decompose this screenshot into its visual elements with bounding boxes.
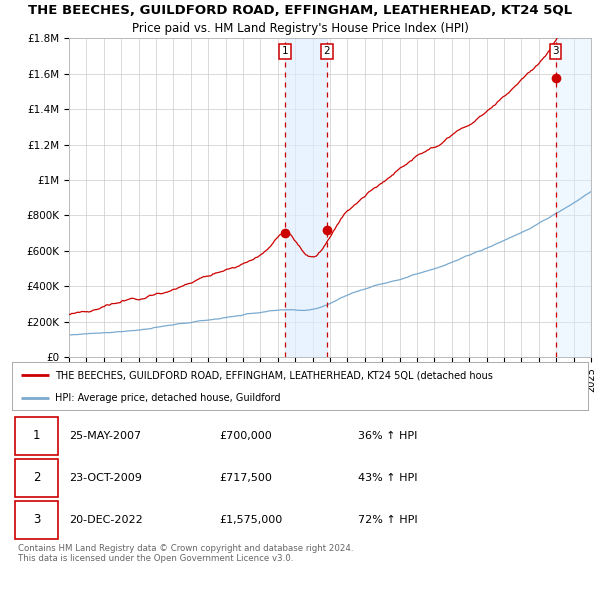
Text: 43% ↑ HPI: 43% ↑ HPI (358, 473, 417, 483)
Text: 23-OCT-2009: 23-OCT-2009 (70, 473, 142, 483)
Text: £700,000: £700,000 (220, 431, 272, 441)
Text: £1,575,000: £1,575,000 (220, 514, 283, 525)
Text: THE BEECHES, GUILDFORD ROAD, EFFINGHAM, LEATHERHEAD, KT24 5QL: THE BEECHES, GUILDFORD ROAD, EFFINGHAM, … (28, 4, 572, 17)
Text: 72% ↑ HPI: 72% ↑ HPI (358, 514, 417, 525)
Text: £717,500: £717,500 (220, 473, 272, 483)
Bar (284, 38, 326, 357)
Text: 1: 1 (281, 47, 288, 56)
Text: Contains HM Land Registry data © Crown copyright and database right 2024.
This d: Contains HM Land Registry data © Crown c… (18, 544, 353, 563)
Text: HPI: Average price, detached house, Guildford: HPI: Average price, detached house, Guil… (55, 393, 281, 403)
Text: 1: 1 (33, 430, 40, 442)
Text: 25-MAY-2007: 25-MAY-2007 (70, 431, 142, 441)
Text: 36% ↑ HPI: 36% ↑ HPI (358, 431, 417, 441)
Text: Price paid vs. HM Land Registry's House Price Index (HPI): Price paid vs. HM Land Registry's House … (131, 22, 469, 35)
FancyBboxPatch shape (15, 500, 58, 539)
FancyBboxPatch shape (15, 417, 58, 455)
Text: 3: 3 (552, 47, 559, 56)
FancyBboxPatch shape (15, 458, 58, 497)
Text: THE BEECHES, GUILDFORD ROAD, EFFINGHAM, LEATHERHEAD, KT24 5QL (detached hous: THE BEECHES, GUILDFORD ROAD, EFFINGHAM, … (55, 370, 493, 380)
Text: 3: 3 (33, 513, 40, 526)
Text: 20-DEC-2022: 20-DEC-2022 (70, 514, 143, 525)
Bar (556, 38, 591, 357)
Text: 2: 2 (323, 47, 330, 56)
Text: 2: 2 (33, 471, 40, 484)
